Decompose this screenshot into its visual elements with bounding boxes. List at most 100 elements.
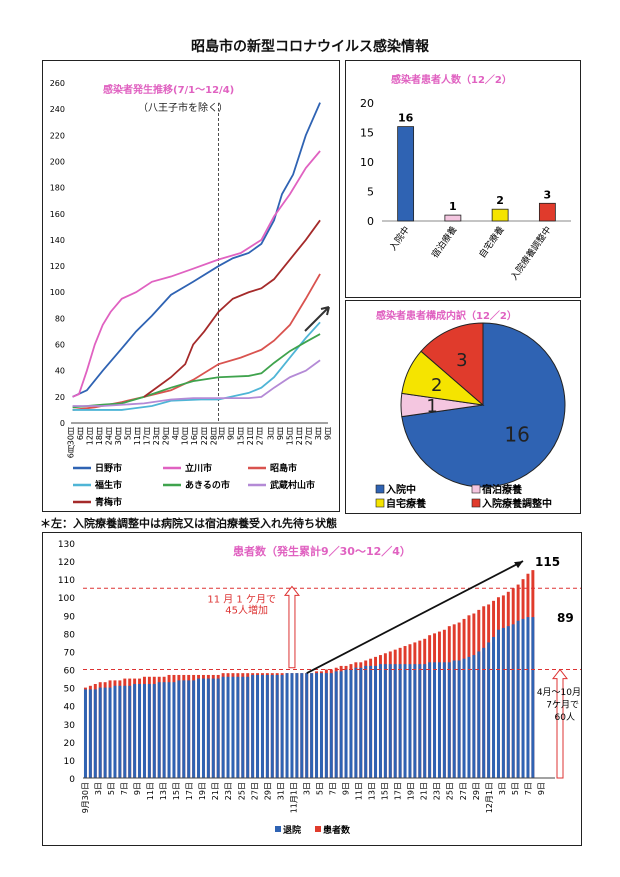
bar-discharged [270, 674, 274, 778]
bar-discharged [433, 662, 437, 778]
category-label: 宿泊療養 [429, 224, 459, 260]
data-label: 16 [398, 112, 414, 125]
bar-discharged [128, 685, 132, 778]
bar-discharged [511, 624, 515, 778]
x-tick-label: 17日 [394, 782, 403, 800]
x-tick-label: 9日 [342, 782, 351, 795]
patients-title: 感染者患者人数（12／2） [391, 73, 512, 86]
bar-discharged [526, 617, 530, 778]
bar-discharged [408, 664, 412, 778]
period-note-1: 4月～10月 [537, 687, 581, 698]
bar-discharged [378, 664, 382, 778]
bar-discharged [88, 689, 92, 778]
bar-discharged [501, 627, 505, 778]
x-tick-label: 12日 [86, 426, 95, 445]
y-tick-label: 120 [50, 262, 65, 271]
bar-discharged [452, 660, 456, 778]
x-tick-label: 15日 [236, 426, 245, 445]
bar-discharged [197, 678, 201, 778]
cumulative-chart-panel: 患者数（発生累計9／30～12／4） 0 10 20 30 40 50 60 70 80 90 100… [42, 532, 582, 846]
legend-label: 患者数 [323, 824, 351, 836]
bar-discharged [477, 651, 481, 778]
bar-discharged [231, 676, 235, 778]
y-tick-label: 20 [64, 739, 76, 749]
x-tick-label: 4日 [171, 426, 180, 440]
x-tick-label: 5日 [124, 426, 133, 440]
bar-discharged [329, 673, 333, 778]
bar-discharged [280, 674, 284, 778]
bar-discharged [113, 685, 117, 778]
x-tick-label: 21日 [420, 782, 429, 800]
bar-discharged [187, 680, 191, 778]
x-tick-label: 9月30日 [81, 782, 90, 813]
x-tick-label: 10日 [181, 426, 190, 445]
bar-discharged [103, 687, 107, 778]
x-tick-label: 25日 [446, 782, 455, 800]
y-tick-label: 40 [64, 703, 76, 713]
bar-discharged [147, 684, 151, 778]
y-tick-label: 100 [50, 288, 65, 297]
y-tick-label: 5 [367, 186, 374, 199]
x-tick-label: 6月30日 [67, 426, 76, 458]
y-tick-label: 200 [50, 157, 65, 166]
bar-discharged [256, 674, 260, 778]
data-label: 1 [449, 200, 457, 213]
y-tick-label: 0 [69, 775, 75, 785]
series-line-3 [72, 321, 321, 411]
bar-discharged [359, 667, 363, 778]
bar-discharged [457, 660, 461, 778]
y-tick-label: 220 [50, 131, 65, 140]
bar-discharged [334, 671, 338, 778]
x-tick-label: 11日 [146, 782, 155, 800]
bar-discharged [182, 680, 186, 778]
period-arrow [551, 668, 569, 779]
bar-discharged [428, 662, 432, 778]
x-tick-label: 19日 [407, 782, 416, 800]
legend-label: 宿泊療養 [482, 483, 522, 496]
y-tick-label: 15 [360, 127, 374, 140]
x-tick-label: 27日 [255, 426, 264, 445]
bar-discharged [93, 689, 97, 778]
bar-discharged [472, 655, 476, 778]
x-tick-label: 3日 [314, 426, 323, 440]
bar-discharged [138, 684, 142, 778]
x-tick-label: 28日 [209, 426, 218, 445]
x-tick-label: 16日 [190, 426, 199, 445]
x-tick-label: 22日 [200, 426, 209, 445]
bar-discharged [482, 647, 486, 778]
y-tick-label: 0 [367, 215, 374, 228]
x-tick-label: 7日 [120, 782, 129, 795]
bar-discharged [265, 674, 269, 778]
bar-discharged [241, 676, 245, 778]
bar-discharged [447, 662, 451, 778]
legend-swatch-2 [375, 498, 385, 508]
trend-arrow [304, 306, 330, 332]
bar-discharged [167, 682, 171, 778]
y-tick-label: 0 [60, 419, 65, 428]
bar-discharged [418, 664, 422, 778]
x-tick-label: 24日 [105, 426, 114, 445]
x-tick-label: 27日 [304, 426, 313, 445]
y-tick-label: 60 [64, 667, 76, 677]
legend-label: 入院療養調整中 [482, 497, 552, 510]
x-tick-label: 15日 [172, 782, 181, 800]
bar [397, 126, 415, 222]
bar-discharged [83, 689, 87, 778]
end-discharged-label: 89 [557, 611, 574, 625]
x-tick-label: 23日 [433, 782, 442, 800]
y-tick-label: 110 [58, 576, 75, 586]
trend-arrow-line [306, 560, 524, 674]
bar-discharged [487, 642, 491, 778]
bar-discharged [275, 674, 279, 778]
legend-swatch-1 [471, 484, 481, 494]
bar-discharged [285, 673, 289, 778]
data-label: 3 [544, 188, 552, 201]
bar-discharged [319, 673, 323, 778]
bar-discharged [403, 664, 407, 778]
increase-note-2: 45人増加 [225, 604, 268, 617]
y-tick-label: 60 [55, 341, 65, 350]
category-label: 自宅療養 [476, 224, 506, 260]
x-tick-label: 25日 [237, 782, 246, 800]
bar-discharged [162, 682, 166, 778]
bar-discharged [374, 665, 378, 778]
